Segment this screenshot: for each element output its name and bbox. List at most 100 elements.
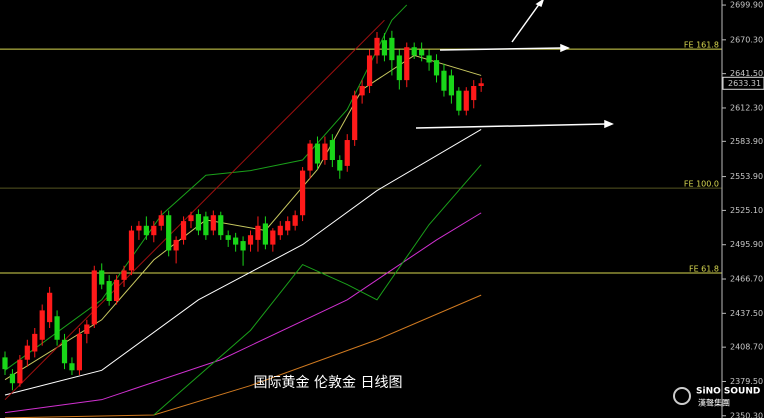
candle-body bbox=[456, 90, 462, 111]
candle-body bbox=[225, 235, 231, 240]
candle-body bbox=[366, 55, 373, 86]
candle-body bbox=[441, 70, 447, 91]
candle-body bbox=[180, 221, 187, 240]
candle-body bbox=[344, 140, 350, 166]
y-tick-label: 2670.30 bbox=[730, 35, 763, 44]
arrow-head bbox=[604, 119, 614, 129]
candle-body bbox=[99, 270, 105, 285]
candle-body bbox=[114, 279, 120, 301]
candle-body bbox=[24, 345, 30, 360]
y-tick-label: 2350.30 bbox=[730, 411, 763, 418]
candle-body bbox=[300, 170, 306, 216]
indicator-line bbox=[4, 212, 482, 414]
candle-body bbox=[166, 215, 172, 251]
candle-body bbox=[419, 49, 425, 56]
fib-level-label: FE 161.8 bbox=[684, 41, 719, 50]
candle-body bbox=[143, 225, 149, 236]
candle-body bbox=[314, 143, 321, 164]
y-tick-label: 2612.30 bbox=[730, 103, 763, 112]
candle-body bbox=[433, 60, 440, 76]
indicator-line bbox=[153, 164, 482, 416]
candle-body bbox=[337, 160, 343, 171]
candle-body bbox=[352, 95, 358, 141]
candle-body bbox=[255, 225, 261, 240]
candle-body bbox=[69, 363, 75, 371]
candle-body bbox=[396, 55, 402, 81]
candle-body bbox=[329, 140, 335, 161]
candle-body bbox=[91, 270, 97, 325]
candle-body bbox=[426, 55, 432, 63]
y-tick-label: 2699.90 bbox=[730, 1, 763, 10]
y-tick-label: 2408.70 bbox=[730, 343, 763, 352]
arrow bbox=[439, 47, 563, 51]
candle-body bbox=[54, 316, 60, 340]
arrow-head bbox=[535, 0, 544, 8]
candle-body bbox=[173, 239, 179, 251]
candle-body bbox=[322, 143, 328, 161]
candle-body bbox=[307, 143, 313, 171]
candle-body bbox=[136, 225, 142, 231]
y-tick-label: 2437.50 bbox=[730, 309, 763, 318]
candle-body bbox=[262, 223, 268, 245]
candle-body bbox=[106, 281, 112, 301]
candle-body bbox=[84, 324, 90, 334]
candle-body bbox=[374, 37, 380, 56]
candle-body bbox=[151, 225, 157, 236]
indicator-line bbox=[4, 129, 482, 396]
candle-body bbox=[203, 216, 209, 236]
candle-body bbox=[448, 75, 454, 96]
candle-body bbox=[158, 215, 164, 226]
candle-body bbox=[463, 90, 469, 111]
arrow bbox=[415, 123, 607, 129]
candle-body bbox=[233, 237, 239, 245]
last-price-label: 2633.31 bbox=[728, 79, 761, 88]
candle-body bbox=[404, 47, 410, 81]
chart-title: 国际黄金 伦敦金 日线图 bbox=[254, 374, 403, 391]
arrow-head bbox=[560, 43, 570, 53]
logo-sub: 漢聲集團 bbox=[698, 398, 730, 408]
candle-body bbox=[195, 214, 202, 231]
y-tick-label: 2553.90 bbox=[730, 172, 763, 181]
candle-body bbox=[17, 359, 23, 384]
logo-icon bbox=[673, 387, 691, 405]
y-tick-label: 2495.90 bbox=[730, 240, 763, 249]
y-tick-label: 2583.90 bbox=[730, 137, 763, 146]
y-tick-label: 2525.10 bbox=[730, 206, 763, 215]
fib-level-label: FE 61.8 bbox=[689, 265, 719, 274]
candle-body bbox=[61, 339, 68, 364]
arrows bbox=[415, 0, 614, 129]
logo-name: SiNO SOUND bbox=[696, 387, 760, 397]
candle-body bbox=[2, 357, 8, 370]
y-tick-label: 2466.70 bbox=[730, 275, 763, 284]
candle-body bbox=[270, 230, 276, 245]
candle-body bbox=[247, 235, 254, 245]
y-tick-label: 2641.50 bbox=[730, 69, 763, 78]
candle-body bbox=[359, 85, 365, 96]
candle-body bbox=[478, 83, 484, 86]
candle-body bbox=[76, 333, 82, 371]
candle-body bbox=[32, 333, 38, 352]
candle-body bbox=[210, 215, 216, 231]
candle-body bbox=[411, 47, 417, 56]
candle-body bbox=[381, 40, 388, 56]
candle-body bbox=[39, 310, 45, 340]
fib-level-label: FE 100.0 bbox=[684, 180, 719, 189]
y-tick-label: 2379.50 bbox=[730, 377, 763, 386]
candle-body bbox=[218, 215, 224, 236]
candle-body bbox=[128, 230, 135, 271]
candle-body bbox=[292, 215, 298, 226]
candle-body bbox=[471, 85, 477, 101]
indicator-line bbox=[4, 294, 482, 418]
arrow bbox=[511, 2, 541, 43]
candle-body bbox=[389, 37, 395, 61]
candle-body bbox=[9, 373, 16, 384]
candle-body bbox=[121, 270, 127, 280]
last-price-box bbox=[722, 76, 764, 90]
candle-body bbox=[240, 241, 246, 251]
candle-body bbox=[285, 221, 291, 231]
candle-body bbox=[47, 292, 53, 323]
candle-body bbox=[188, 215, 194, 222]
indicator-line bbox=[4, 19, 385, 401]
